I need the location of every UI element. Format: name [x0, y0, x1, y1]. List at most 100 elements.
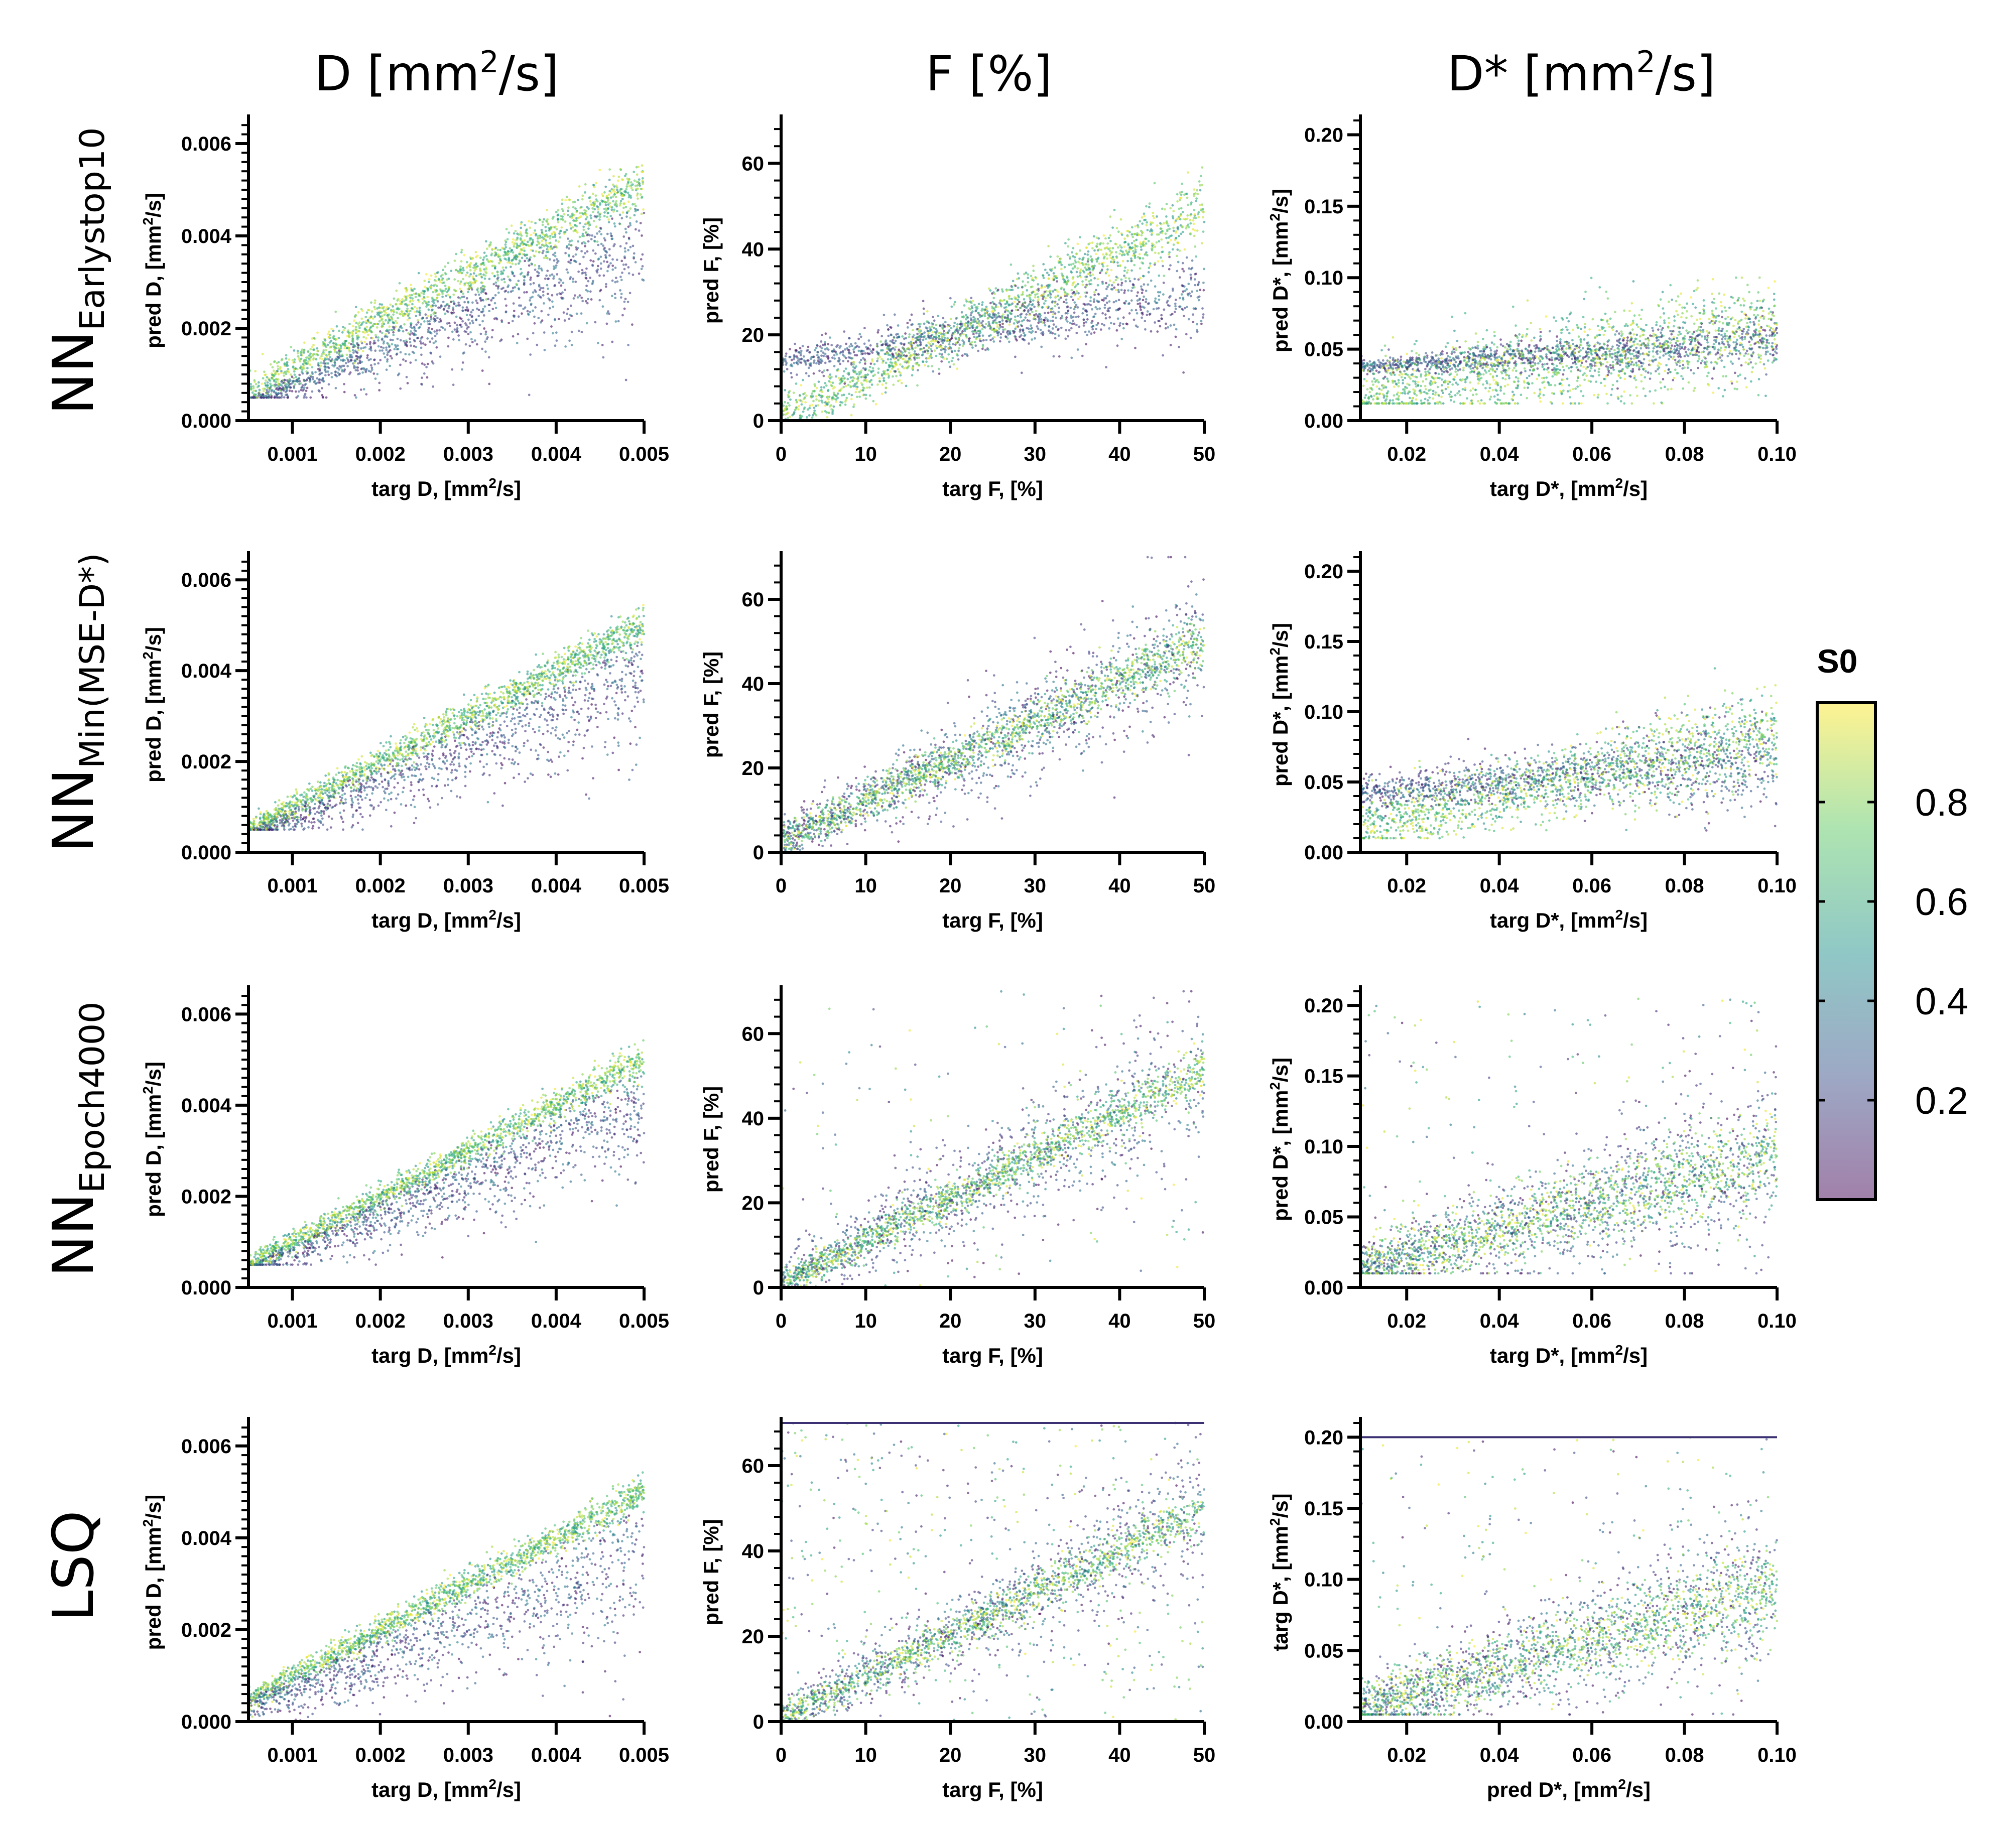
- data-point: [633, 214, 636, 217]
- data-point: [1176, 254, 1178, 257]
- data-point: [1173, 323, 1176, 326]
- data-point: [584, 242, 587, 245]
- data-point: [795, 408, 797, 411]
- data-point: [1082, 270, 1085, 273]
- data-point: [316, 349, 319, 352]
- data-point: [1032, 299, 1035, 302]
- data-point: [304, 393, 307, 396]
- data-point: [1166, 220, 1168, 223]
- data-point: [1008, 323, 1011, 326]
- data-point: [1194, 284, 1197, 287]
- data-point: [399, 326, 402, 329]
- data-point: [337, 337, 340, 339]
- data-point: [1021, 325, 1024, 327]
- data-point: [512, 238, 515, 241]
- data-point: [374, 334, 377, 337]
- data-point: [620, 259, 623, 263]
- data-point: [399, 303, 401, 305]
- data-point: [1144, 237, 1147, 240]
- data-point: [456, 324, 459, 327]
- data-point: [1054, 305, 1057, 308]
- data-point: [601, 344, 604, 346]
- data-point: [626, 183, 629, 186]
- data-point: [1091, 328, 1094, 331]
- data-point: [1092, 300, 1095, 303]
- data-point: [541, 251, 544, 254]
- data-point: [902, 347, 905, 350]
- data-point: [373, 308, 376, 311]
- data-point: [619, 245, 622, 248]
- data-point: [584, 274, 587, 277]
- data-point: [1044, 312, 1046, 315]
- data-point: [1014, 335, 1017, 338]
- data-point: [612, 210, 615, 213]
- data-point: [610, 208, 613, 211]
- data-point: [884, 370, 887, 373]
- data-point: [553, 259, 556, 262]
- data-point: [978, 335, 981, 337]
- data-point: [398, 282, 401, 285]
- data-point: [1071, 267, 1074, 270]
- data-point: [361, 371, 364, 374]
- data-point: [358, 325, 361, 327]
- data-point: [1142, 275, 1145, 278]
- data-point: [356, 366, 359, 369]
- data-point: [1143, 295, 1146, 298]
- data-point: [299, 366, 302, 369]
- data-point: [1114, 289, 1117, 292]
- data-point: [538, 267, 540, 270]
- data-point: [568, 339, 571, 342]
- data-point: [996, 323, 999, 326]
- data-point: [1143, 283, 1146, 286]
- data-point: [886, 324, 889, 327]
- data-point: [555, 228, 558, 230]
- data-point: [911, 353, 914, 356]
- data-point: [607, 211, 609, 214]
- data-point: [346, 330, 349, 333]
- data-point: [307, 376, 310, 379]
- data-point: [1170, 239, 1172, 241]
- data-point: [529, 297, 532, 299]
- data-point: [632, 244, 635, 247]
- data-point: [1011, 289, 1014, 291]
- data-point: [529, 311, 532, 314]
- data-point: [491, 329, 494, 332]
- data-point: [518, 304, 521, 307]
- data-point: [1070, 263, 1073, 266]
- data-point: [1196, 189, 1199, 192]
- data-point: [1017, 299, 1019, 301]
- x-tick-label: 0.003: [443, 443, 493, 465]
- data-point: [430, 318, 433, 321]
- data-point: [1053, 289, 1056, 291]
- data-point: [799, 347, 802, 350]
- data-point: [427, 301, 430, 304]
- data-point: [880, 335, 884, 338]
- data-point: [475, 275, 478, 277]
- data-point: [862, 386, 864, 389]
- data-point: [894, 346, 897, 348]
- data-point: [620, 217, 623, 220]
- data-point: [375, 336, 377, 339]
- data-point: [429, 351, 432, 354]
- data-point: [563, 213, 566, 216]
- data-point: [821, 410, 823, 413]
- data-point: [446, 291, 448, 294]
- data-point: [1143, 212, 1146, 215]
- data-point: [1158, 320, 1161, 322]
- data-point: [598, 218, 601, 221]
- data-point: [555, 264, 558, 267]
- data-point: [466, 271, 469, 274]
- data-point: [884, 391, 887, 394]
- data-point: [639, 222, 642, 224]
- data-point: [1031, 303, 1034, 306]
- data-point: [1169, 264, 1172, 267]
- data-point: [919, 325, 921, 328]
- data-point: [263, 370, 266, 373]
- data-point: [608, 190, 611, 193]
- data-point: [1109, 239, 1112, 242]
- data-point: [793, 412, 795, 415]
- data-point: [389, 355, 392, 357]
- data-point: [605, 209, 608, 212]
- data-point: [381, 311, 383, 314]
- data-point: [338, 329, 340, 332]
